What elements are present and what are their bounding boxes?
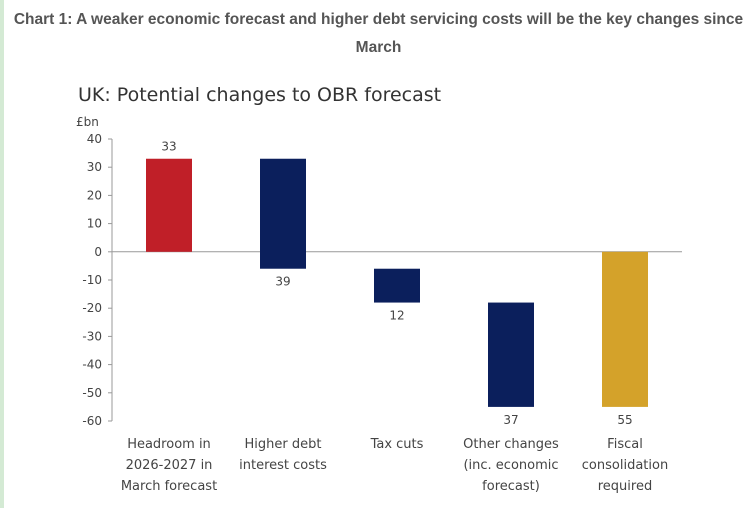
data-label: 33 (161, 140, 176, 154)
category-label: required (598, 479, 652, 494)
category-label: interest costs (239, 458, 327, 473)
chart-subtitle: UK: Potential changes to OBR forecast (78, 84, 441, 106)
category-label: consolidation (582, 458, 668, 473)
y-tick-label: -60 (82, 414, 102, 428)
y-tick-label: 20 (87, 188, 102, 202)
bar (146, 158, 192, 252)
y-tick-label: -20 (82, 301, 102, 315)
data-label: 55 (617, 413, 632, 427)
y-tick-label: -30 (82, 329, 102, 343)
bar (602, 251, 648, 407)
category-label: March forecast (121, 479, 217, 494)
y-tick-label: 10 (87, 217, 102, 231)
category-label: 2026-2027 in (126, 458, 213, 473)
left-border (0, 0, 4, 508)
category-label: Tax cuts (370, 437, 424, 452)
bar (374, 268, 420, 303)
bar (260, 158, 306, 269)
category-label: Other changes (463, 437, 559, 452)
data-label: 39 (275, 275, 290, 289)
y-tick-label: -10 (82, 273, 102, 287)
data-label: 37 (503, 413, 518, 427)
y-tick-label: -50 (82, 386, 102, 400)
category-label: (inc. economic (463, 458, 558, 473)
category-label: Higher debt (245, 437, 322, 452)
y-tick-label: 30 (87, 160, 102, 174)
y-tick-label: 40 (87, 132, 102, 146)
y-tick-label: -40 (82, 358, 102, 372)
chart-title: Chart 1: A weaker economic forecast and … (13, 11, 744, 56)
y-tick-label: 0 (94, 245, 102, 259)
data-label: 12 (389, 309, 404, 323)
category-label: Headroom in (127, 437, 211, 452)
bar (488, 302, 534, 407)
category-label: Fiscal (607, 437, 643, 452)
category-label: forecast) (482, 479, 540, 494)
y-axis-label: £bn (76, 115, 99, 129)
